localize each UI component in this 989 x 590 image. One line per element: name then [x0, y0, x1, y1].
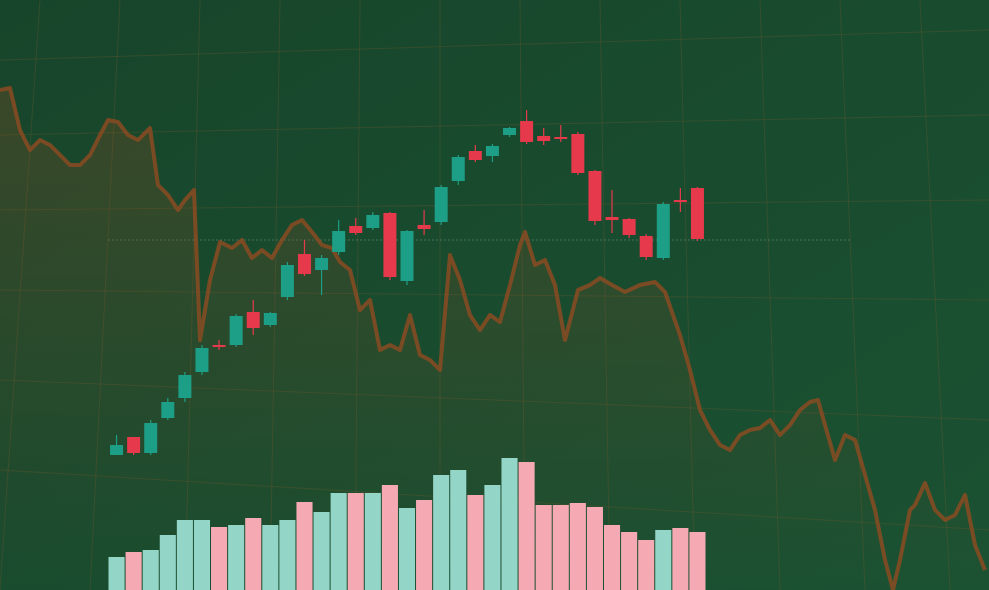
- candle-body: [554, 137, 568, 139]
- volume-bar: [330, 493, 347, 590]
- volume-bar: [518, 462, 535, 590]
- volume-bar: [467, 495, 484, 590]
- candle-body: [383, 213, 397, 277]
- volume-bar: [296, 502, 313, 590]
- volume-bar: [142, 550, 159, 590]
- candle-body: [503, 128, 517, 135]
- candle-body: [639, 236, 653, 257]
- candle-body: [178, 375, 192, 398]
- volume-bar: [638, 540, 655, 590]
- candle-body: [690, 188, 704, 239]
- candle-body: [315, 258, 329, 270]
- candle-body: [537, 136, 551, 141]
- volume-bar: [176, 520, 193, 590]
- candle-body: [195, 348, 209, 372]
- candle-body: [417, 225, 431, 229]
- candle-body: [161, 402, 175, 418]
- volume-bar: [603, 525, 621, 590]
- volume-bar: [416, 500, 433, 590]
- volume-bar: [586, 507, 603, 590]
- candle-body: [605, 217, 619, 220]
- volume-bar: [125, 552, 142, 590]
- candle-body: [622, 219, 636, 235]
- volume-bar: [689, 532, 706, 590]
- candle-body: [656, 204, 670, 258]
- candle-body: [110, 445, 124, 455]
- candle-body: [349, 226, 363, 233]
- candle-body: [263, 313, 277, 325]
- candle-body: [485, 146, 499, 156]
- candle-body: [246, 312, 260, 328]
- candle-body: [588, 171, 602, 221]
- volume-bar: [501, 458, 518, 590]
- candle-body: [571, 134, 585, 173]
- volume-bar: [313, 512, 330, 590]
- candle-body: [229, 316, 243, 345]
- volume-bar: [347, 493, 364, 590]
- candle-body: [212, 345, 226, 347]
- volume-bar: [211, 527, 228, 590]
- candle-body: [127, 437, 141, 453]
- volume-bar: [228, 525, 245, 590]
- candle-body: [434, 187, 448, 222]
- candle-body: [673, 200, 687, 202]
- volume-bar: [450, 470, 467, 590]
- volume-bar: [569, 503, 586, 590]
- candle-body: [400, 231, 414, 281]
- candle-body: [366, 215, 380, 228]
- volume-bar: [108, 557, 125, 590]
- candle-body: [297, 254, 311, 274]
- volume-bar: [193, 520, 211, 590]
- candle-body: [280, 265, 294, 297]
- volume-bar: [398, 508, 416, 590]
- candle-body: [332, 231, 346, 252]
- volume-bar: [433, 475, 450, 590]
- volume-bar: [655, 530, 672, 590]
- candle-body: [451, 157, 465, 181]
- volume-bar: [621, 532, 638, 590]
- volume-bar: [552, 505, 569, 590]
- volume-bar: [245, 518, 262, 590]
- candle-body: [468, 151, 482, 160]
- volume-bar: [159, 535, 176, 590]
- price-line: [0, 86, 987, 590]
- volume-bar: [262, 525, 279, 590]
- candle-body: [144, 423, 158, 453]
- volume-bar: [484, 485, 501, 590]
- line-area: [0, 88, 985, 590]
- candle-body: [520, 121, 534, 142]
- volume-bar: [672, 528, 689, 590]
- volume-bar: [381, 485, 398, 590]
- volume-bar: [535, 505, 552, 590]
- volume-bar: [279, 520, 296, 590]
- volume-bar: [364, 493, 381, 590]
